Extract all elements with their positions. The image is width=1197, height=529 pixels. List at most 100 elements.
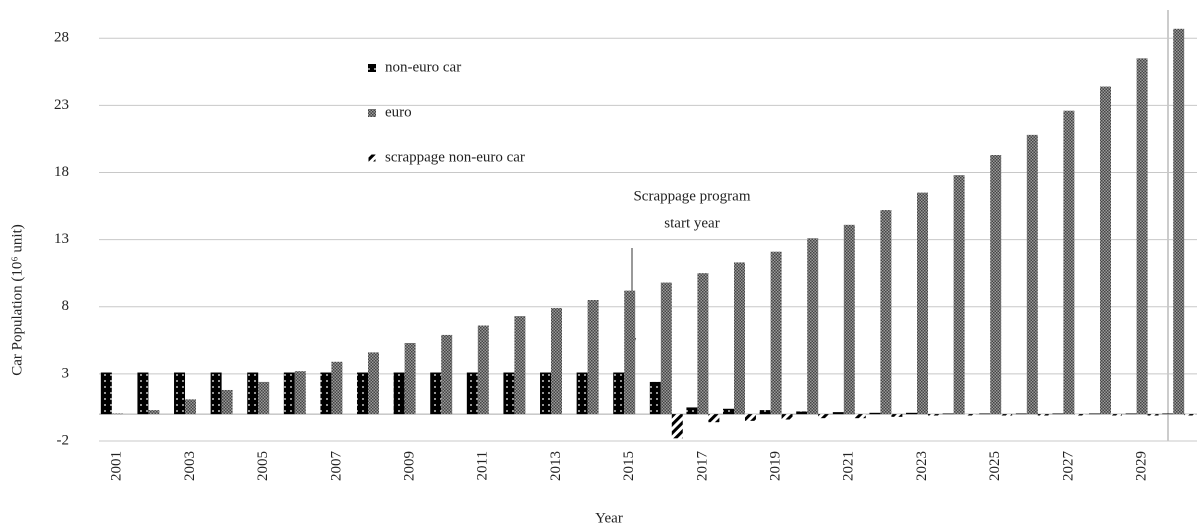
x-tick-label: 2003 xyxy=(182,451,198,481)
bar xyxy=(1052,413,1064,415)
y-axis-label: Car Population (10⁶ unit) xyxy=(9,224,25,375)
bar xyxy=(1147,414,1159,416)
bar xyxy=(404,342,416,415)
bar xyxy=(587,300,599,415)
bar xyxy=(854,414,866,419)
bar xyxy=(723,408,735,415)
x-tick-label: 2017 xyxy=(694,451,710,482)
bar xyxy=(137,372,149,415)
bar xyxy=(843,224,855,415)
bar xyxy=(247,372,259,415)
bar xyxy=(759,410,771,415)
bar xyxy=(917,192,928,415)
bar xyxy=(942,413,954,415)
bar xyxy=(393,372,405,415)
x-tick-label: 2009 xyxy=(402,451,418,481)
bar xyxy=(1063,110,1075,415)
x-tick-label: 2023 xyxy=(914,451,930,481)
bar xyxy=(331,361,343,415)
bar xyxy=(294,371,306,415)
y-tick-label: 8 xyxy=(62,298,70,314)
x-tick-label: 2001 xyxy=(109,451,125,481)
x-tick-label: 2007 xyxy=(328,451,344,482)
y-tick-label: 3 xyxy=(62,365,70,381)
bar xyxy=(624,290,636,415)
bar xyxy=(686,407,698,415)
bar xyxy=(1110,414,1122,416)
annotation: start year xyxy=(664,215,719,231)
bar xyxy=(441,334,453,415)
legend-label: euro xyxy=(385,104,412,120)
bar xyxy=(430,372,442,415)
bar xyxy=(1125,413,1137,415)
legend-swatch xyxy=(367,153,377,163)
bar xyxy=(660,282,672,415)
bar xyxy=(1162,413,1174,415)
bar xyxy=(964,414,976,416)
bar xyxy=(770,251,782,415)
legend-label: scrappage non-euro car xyxy=(385,149,525,165)
bar xyxy=(210,372,222,415)
bar xyxy=(111,413,123,415)
bar xyxy=(1100,86,1111,415)
bar xyxy=(744,414,756,421)
bar xyxy=(979,413,991,415)
bar xyxy=(185,399,196,415)
annotation: Scrappage program xyxy=(633,188,750,204)
bar xyxy=(1184,414,1196,416)
bar xyxy=(832,412,844,415)
bar xyxy=(781,414,793,420)
y-tick-label: 23 xyxy=(54,97,69,113)
bar xyxy=(1136,58,1148,415)
bar xyxy=(807,238,819,415)
x-tick-label: 2013 xyxy=(548,451,564,481)
bar xyxy=(551,308,562,415)
bar xyxy=(891,414,903,417)
bar xyxy=(1074,414,1086,416)
bar xyxy=(953,175,965,415)
legend-label: non-euro car xyxy=(385,59,461,75)
bar xyxy=(708,414,720,423)
y-tick-label: 13 xyxy=(54,231,69,247)
bar xyxy=(1026,134,1038,415)
bar xyxy=(906,412,918,415)
bar xyxy=(283,372,295,415)
x-axis-label: Year xyxy=(595,510,623,526)
legend-swatch xyxy=(368,109,376,117)
bar xyxy=(320,372,332,415)
bar xyxy=(927,414,939,416)
bar xyxy=(466,372,478,415)
x-tick-label: 2029 xyxy=(1134,451,1150,481)
bar xyxy=(258,381,270,415)
x-tick-label: 2011 xyxy=(475,451,491,480)
legend-swatch xyxy=(368,64,376,72)
bar xyxy=(148,410,160,415)
bar xyxy=(1089,413,1101,415)
x-tick-label: 2025 xyxy=(987,451,1003,481)
x-tick-label: 2005 xyxy=(255,451,271,481)
bar xyxy=(869,412,881,415)
bar xyxy=(818,414,830,419)
bar xyxy=(1001,414,1013,416)
bar xyxy=(100,372,112,415)
bar xyxy=(990,155,1002,415)
bar xyxy=(357,372,369,415)
bar xyxy=(697,273,709,415)
bar xyxy=(796,411,808,415)
x-tick-label: 2027 xyxy=(1060,451,1076,482)
bar xyxy=(514,316,526,415)
x-tick-label: 2019 xyxy=(768,451,784,481)
bar xyxy=(649,381,661,415)
bar xyxy=(174,372,186,415)
bar xyxy=(368,352,379,415)
x-tick-label: 2015 xyxy=(621,451,637,481)
bar xyxy=(1037,414,1049,416)
bar xyxy=(1173,28,1185,415)
y-tick-label: 28 xyxy=(54,30,69,46)
bar xyxy=(576,372,588,415)
bar xyxy=(671,414,683,439)
y-tick-label: 18 xyxy=(54,164,69,180)
x-tick-label: 2021 xyxy=(841,451,857,481)
bar xyxy=(503,372,515,415)
